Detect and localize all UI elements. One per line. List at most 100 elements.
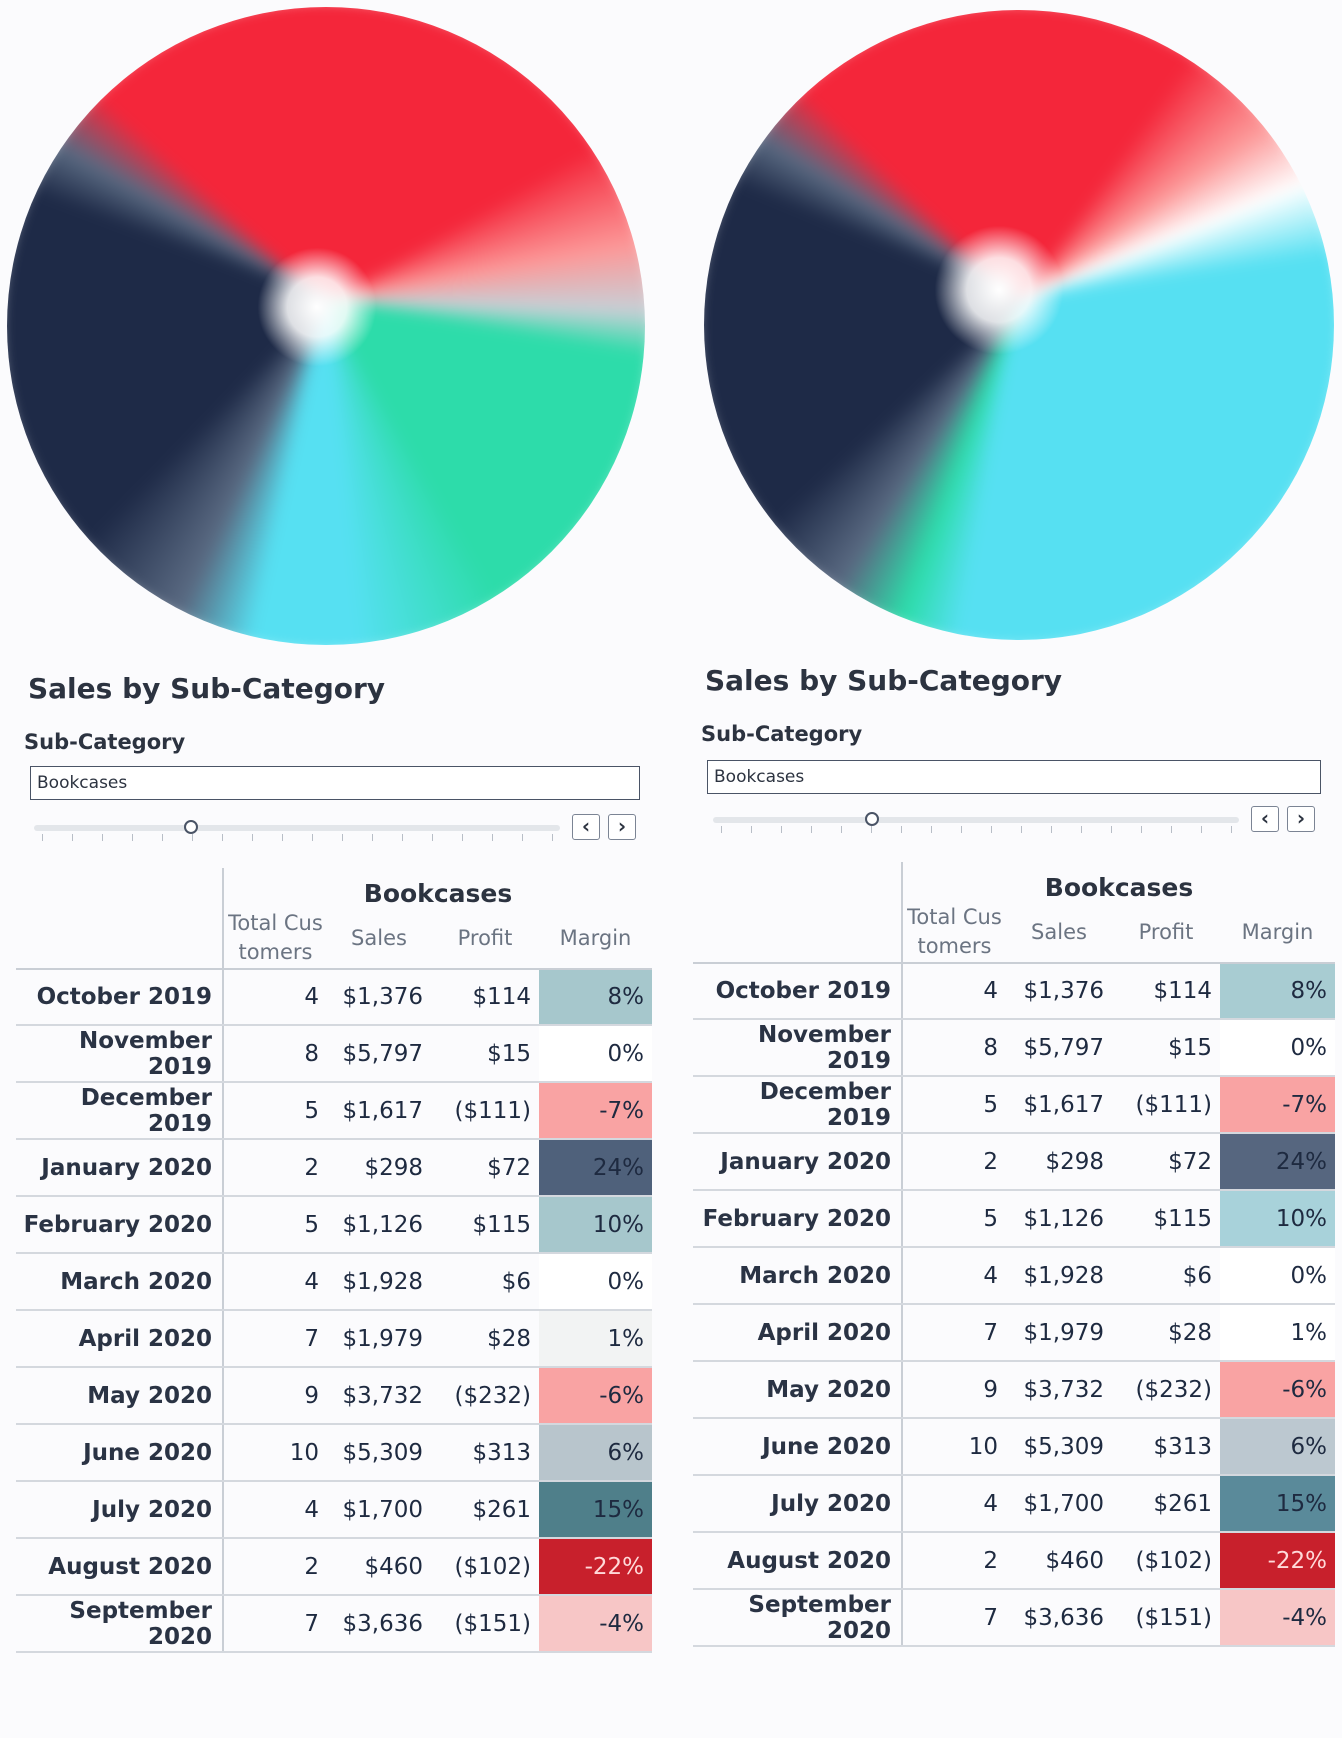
crosstab-table: Bookcases Total Cus tomers Sales Profit M… bbox=[693, 862, 1335, 1647]
cell-sales: $298 bbox=[1006, 1133, 1112, 1191]
slider-tick bbox=[522, 834, 523, 841]
table-row[interactable]: July 2020 4 $1,700 $261 15% bbox=[693, 1475, 1335, 1533]
column-header-sales[interactable]: Sales bbox=[327, 908, 431, 970]
dashboard-panel-right: Sales by Sub-Category Sub-Category Bookc… bbox=[671, 0, 1342, 1738]
cell-margin: -4% bbox=[539, 1595, 652, 1653]
column-header-margin[interactable]: Margin bbox=[1220, 902, 1335, 964]
previous-button[interactable]: ‹ bbox=[1251, 806, 1279, 832]
slider-tick bbox=[162, 834, 163, 841]
cell-profit: ($232) bbox=[431, 1367, 539, 1425]
table-row[interactable]: October 2019 4 $1,376 $114 8% bbox=[16, 969, 652, 1026]
chart-title: Sales by Sub-Category bbox=[28, 672, 386, 705]
slider-tick bbox=[552, 834, 553, 841]
row-month-label: May 2020 bbox=[693, 1361, 903, 1419]
table-row[interactable]: May 2020 9 $3,732 ($232) -6% bbox=[16, 1367, 652, 1425]
row-month-label: June 2020 bbox=[16, 1424, 224, 1482]
table-row[interactable]: December 2019 5 $1,617 ($111) -7% bbox=[16, 1082, 652, 1140]
table-row[interactable]: May 2020 9 $3,732 ($232) -6% bbox=[693, 1361, 1335, 1419]
cell-sales: $460 bbox=[1006, 1532, 1112, 1590]
table-row[interactable]: April 2020 7 $1,979 $28 1% bbox=[16, 1310, 652, 1368]
table-row[interactable]: October 2019 4 $1,376 $114 8% bbox=[693, 963, 1335, 1020]
table-row[interactable]: September 2020 7 $3,636 ($151) -4% bbox=[16, 1595, 652, 1653]
cell-customers: 7 bbox=[902, 1304, 1006, 1362]
table-row[interactable]: August 2020 2 $460 ($102) -22% bbox=[16, 1538, 652, 1596]
cell-profit: $15 bbox=[1112, 1019, 1220, 1077]
next-button[interactable]: › bbox=[1287, 806, 1315, 832]
cell-margin: 1% bbox=[539, 1310, 652, 1368]
slider-tick bbox=[811, 826, 812, 833]
table-row[interactable]: February 2020 5 $1,126 $115 10% bbox=[16, 1196, 652, 1254]
sub-category-filter-input[interactable]: Bookcases bbox=[707, 760, 1321, 794]
cell-profit: $313 bbox=[431, 1424, 539, 1482]
table-row[interactable]: March 2020 4 $1,928 $6 0% bbox=[16, 1253, 652, 1311]
column-header-profit[interactable]: Profit bbox=[1112, 902, 1220, 964]
cell-sales: $1,928 bbox=[1006, 1247, 1112, 1305]
row-month-label: February 2020 bbox=[693, 1190, 903, 1248]
table-row[interactable]: January 2020 2 $298 $72 24% bbox=[16, 1139, 652, 1197]
cell-profit: ($111) bbox=[431, 1082, 539, 1140]
row-month-label: September 2020 bbox=[693, 1589, 903, 1647]
header-spacer bbox=[16, 868, 224, 908]
cell-customers: 4 bbox=[223, 969, 327, 1026]
sub-category-slider[interactable] bbox=[34, 816, 564, 846]
cell-profit: ($102) bbox=[1112, 1532, 1220, 1590]
slider-thumb[interactable] bbox=[184, 820, 198, 834]
slider-tick bbox=[282, 834, 283, 841]
slider-tick bbox=[42, 834, 43, 841]
row-month-label: April 2020 bbox=[693, 1304, 903, 1362]
cell-margin: 15% bbox=[1220, 1475, 1335, 1533]
cell-margin: 0% bbox=[1220, 1247, 1335, 1305]
sub-category-filter-input[interactable]: Bookcases bbox=[30, 766, 640, 800]
slider-tick bbox=[931, 826, 932, 833]
cell-margin: -22% bbox=[1220, 1532, 1335, 1590]
table-row[interactable]: February 2020 5 $1,126 $115 10% bbox=[693, 1190, 1335, 1248]
cell-margin: 6% bbox=[539, 1424, 652, 1482]
row-month-label: March 2020 bbox=[16, 1253, 224, 1311]
cell-sales: $3,732 bbox=[327, 1367, 431, 1425]
table-row[interactable]: November 2019 8 $5,797 $15 0% bbox=[16, 1025, 652, 1083]
cell-sales: $1,126 bbox=[327, 1196, 431, 1254]
slider-tick bbox=[1051, 826, 1052, 833]
slider-tick bbox=[432, 834, 433, 841]
table-row[interactable]: June 2020 10 $5,309 $313 6% bbox=[693, 1418, 1335, 1476]
cell-margin: -6% bbox=[1220, 1361, 1335, 1419]
cell-sales: $1,617 bbox=[1006, 1076, 1112, 1134]
table-row[interactable]: September 2020 7 $3,636 ($151) -4% bbox=[693, 1589, 1335, 1647]
cell-customers: 2 bbox=[223, 1139, 327, 1197]
cell-profit: $261 bbox=[431, 1481, 539, 1539]
table-row[interactable]: March 2020 4 $1,928 $6 0% bbox=[693, 1247, 1335, 1305]
slider-tick bbox=[1201, 826, 1202, 833]
slider-track bbox=[713, 817, 1239, 823]
column-header-customers[interactable]: Total Cus tomers bbox=[902, 902, 1006, 964]
header-spacer bbox=[16, 908, 224, 970]
cell-profit: ($111) bbox=[1112, 1076, 1220, 1134]
table-row[interactable]: January 2020 2 $298 $72 24% bbox=[693, 1133, 1335, 1191]
table-row[interactable]: June 2020 10 $5,309 $313 6% bbox=[16, 1424, 652, 1482]
table-row[interactable]: August 2020 2 $460 ($102) -22% bbox=[693, 1532, 1335, 1590]
column-header-sales[interactable]: Sales bbox=[1006, 902, 1112, 964]
crosstab-table: Bookcases Total Cus tomers Sales Profit M… bbox=[16, 868, 652, 1653]
cell-customers: 7 bbox=[223, 1595, 327, 1653]
next-button[interactable]: › bbox=[608, 814, 636, 840]
cell-sales: $3,636 bbox=[327, 1595, 431, 1653]
color-wheel-center-glow bbox=[257, 247, 377, 367]
table-row[interactable]: November 2019 8 $5,797 $15 0% bbox=[693, 1019, 1335, 1077]
table-row[interactable]: December 2019 5 $1,617 ($111) -7% bbox=[693, 1076, 1335, 1134]
cell-customers: 4 bbox=[902, 1247, 1006, 1305]
table-row[interactable]: April 2020 7 $1,979 $28 1% bbox=[693, 1304, 1335, 1362]
slider-thumb[interactable] bbox=[865, 812, 879, 826]
table-row[interactable]: July 2020 4 $1,700 $261 15% bbox=[16, 1481, 652, 1539]
color-wheel bbox=[704, 10, 1334, 640]
sub-category-slider[interactable] bbox=[713, 808, 1243, 838]
cell-sales: $1,126 bbox=[1006, 1190, 1112, 1248]
cell-customers: 10 bbox=[223, 1424, 327, 1482]
column-header-customers[interactable]: Total Cus tomers bbox=[223, 908, 327, 970]
cell-margin: 8% bbox=[1220, 963, 1335, 1020]
cell-profit: ($102) bbox=[431, 1538, 539, 1596]
column-header-margin[interactable]: Margin bbox=[539, 908, 652, 970]
cell-margin: 0% bbox=[539, 1025, 652, 1083]
cell-customers: 4 bbox=[902, 1475, 1006, 1533]
column-header-profit[interactable]: Profit bbox=[431, 908, 539, 970]
previous-button[interactable]: ‹ bbox=[572, 814, 600, 840]
cell-margin: -7% bbox=[539, 1082, 652, 1140]
